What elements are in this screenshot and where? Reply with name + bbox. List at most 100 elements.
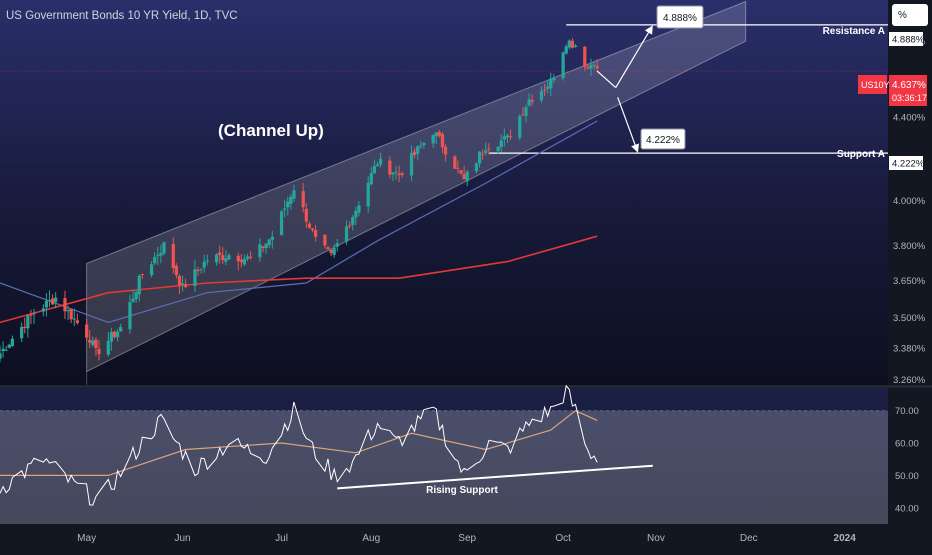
time-axis-tick-label: Sep	[458, 533, 476, 544]
candle-body	[497, 147, 500, 151]
target-low-value: 4.222%	[646, 135, 680, 146]
rsi-axis-tick-label: 40.00	[895, 503, 919, 514]
candle-body	[574, 45, 577, 47]
candle-body	[376, 164, 379, 166]
candle-body	[51, 298, 54, 304]
candle-body	[308, 224, 311, 228]
candle-body	[283, 209, 286, 210]
candle-body	[367, 183, 370, 207]
candle-body	[150, 264, 153, 275]
candle-body	[462, 174, 465, 179]
candle-body	[506, 135, 509, 137]
candle-body	[459, 170, 462, 173]
candle-body	[500, 140, 503, 147]
candle-body	[128, 302, 131, 329]
candle-body	[531, 100, 534, 102]
candle-body	[199, 269, 202, 270]
symbol-badge-text: US10Y	[861, 80, 890, 90]
candle-body	[571, 41, 574, 48]
candle-body	[246, 257, 249, 259]
candle-body	[196, 270, 199, 271]
candle-body	[292, 190, 295, 198]
candle-body	[435, 132, 438, 136]
candle-body	[527, 99, 530, 105]
candle-body	[0, 353, 2, 358]
candle-body	[561, 52, 564, 77]
candle-body	[333, 248, 336, 255]
price-axis-tick-label: 3.500%	[893, 313, 926, 324]
candle-body	[268, 240, 271, 246]
candle-body	[521, 114, 524, 115]
candle-body	[540, 91, 543, 100]
candle-body	[398, 174, 401, 176]
candle-body	[280, 211, 283, 235]
rsi-axis-tick-label: 70.00	[895, 406, 919, 417]
candle-body	[153, 257, 156, 263]
candle-body	[432, 135, 435, 143]
channel-label: (Channel Up)	[218, 121, 324, 140]
time-axis-tick-label: May	[77, 533, 96, 544]
candle-body	[66, 310, 69, 311]
candle-body	[116, 332, 119, 338]
candle-body	[162, 242, 165, 253]
candle-body	[26, 316, 29, 329]
chart-title: US Government Bonds 10 YR Yield, 1D, TVC	[6, 10, 238, 22]
scale-button-label: %	[898, 10, 907, 21]
time-axis-tick-label: Dec	[740, 533, 758, 544]
candle-body	[323, 235, 326, 246]
candle-body	[249, 257, 252, 258]
candle-body	[444, 147, 447, 155]
candle-body	[326, 247, 329, 249]
candle-body	[289, 197, 292, 204]
candle-body	[478, 152, 481, 164]
candle-body	[466, 172, 469, 182]
candle-body	[401, 173, 404, 175]
candle-body	[156, 255, 159, 256]
candle-body	[73, 319, 76, 320]
candle-body	[76, 320, 79, 323]
candle-body	[552, 77, 555, 80]
candle-body	[32, 313, 35, 314]
candle-body	[394, 172, 397, 173]
candle-body	[354, 211, 357, 218]
price-axis-tick-label: 4.400%	[893, 112, 926, 123]
time-axis-tick-label: Oct	[555, 533, 571, 544]
candle-body	[45, 301, 48, 308]
candle-body	[311, 228, 314, 230]
candle-body	[8, 345, 11, 348]
candle-body	[172, 244, 175, 268]
candle-body	[543, 90, 546, 91]
time-axis-tick-label: Jun	[174, 533, 190, 544]
candle-body	[88, 340, 91, 343]
candle-body	[438, 132, 441, 136]
candle-body	[159, 253, 162, 256]
price-badge-value: 4.637%	[892, 80, 926, 91]
candle-body	[42, 308, 45, 311]
time-axis-tick-label: Nov	[647, 533, 665, 544]
candle-body	[456, 168, 459, 169]
candle-body	[107, 341, 110, 355]
candle-body	[410, 153, 413, 175]
candle-body	[509, 136, 512, 137]
candle-body	[63, 298, 66, 311]
candle-body	[379, 159, 382, 165]
candle-body	[314, 230, 317, 237]
candle-body	[5, 350, 8, 351]
candle-body	[175, 266, 178, 275]
candle-body	[348, 225, 351, 226]
candle-body	[113, 332, 116, 338]
candle-body	[286, 202, 289, 208]
candle-body	[29, 315, 32, 316]
candle-body	[524, 107, 527, 116]
candle-body	[589, 65, 592, 69]
candle-body	[422, 143, 425, 145]
candle-body	[227, 255, 230, 259]
candle-body	[583, 47, 586, 67]
candle-body	[184, 284, 187, 287]
candle-body	[119, 327, 122, 332]
candle-body	[336, 243, 339, 246]
candle-body	[206, 260, 209, 261]
time-axis-tick-label: Aug	[362, 533, 380, 544]
